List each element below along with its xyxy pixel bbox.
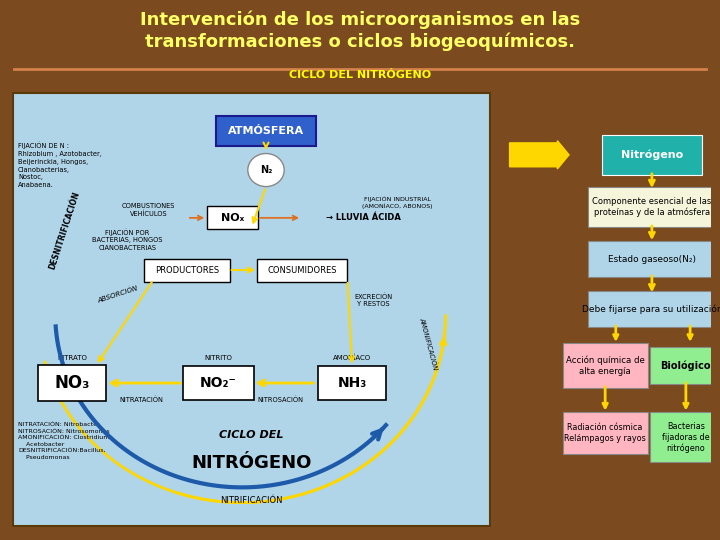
- Text: → LLUVIA ÁCIDA: → LLUVIA ÁCIDA: [326, 213, 401, 222]
- FancyBboxPatch shape: [563, 413, 648, 454]
- Text: FIJACIÓN POR
BACTERIAS, HONGOS
CIANOBACTERIAS: FIJACIÓN POR BACTERIAS, HONGOS CIANOBACT…: [92, 228, 163, 251]
- Text: Acción química de
alta energía: Acción química de alta energía: [566, 356, 644, 376]
- Text: CICLO DEL: CICLO DEL: [220, 430, 284, 440]
- Text: Intervención de los microorganismos en las
transformaciones o ciclos biogeoquími: Intervención de los microorganismos en l…: [140, 10, 580, 51]
- FancyBboxPatch shape: [38, 365, 107, 401]
- FancyBboxPatch shape: [145, 259, 230, 281]
- FancyBboxPatch shape: [588, 241, 716, 277]
- Text: NO₃: NO₃: [55, 374, 90, 392]
- Text: COMBUSTIONES
VEHÍCULOS: COMBUSTIONES VEHÍCULOS: [122, 203, 176, 217]
- Text: EXCRECIÓN
Y RESTOS: EXCRECIÓN Y RESTOS: [355, 294, 393, 307]
- FancyBboxPatch shape: [588, 187, 716, 227]
- Text: Estado gaseoso(N₂): Estado gaseoso(N₂): [608, 255, 696, 264]
- FancyBboxPatch shape: [207, 206, 258, 230]
- FancyBboxPatch shape: [216, 116, 316, 146]
- Text: NITRATACIÓN: NITRATACIÓN: [120, 396, 163, 403]
- Text: NH₃: NH₃: [338, 376, 366, 390]
- Text: NITRATO: NITRATO: [57, 355, 87, 361]
- Text: Radiación cósmica
Relámpagos y rayos: Radiación cósmica Relámpagos y rayos: [564, 423, 646, 443]
- Text: PRODUCTORES: PRODUCTORES: [155, 266, 219, 274]
- FancyArrow shape: [510, 141, 569, 169]
- Text: Nitrógeno: Nitrógeno: [621, 150, 683, 160]
- Text: NO₂⁻: NO₂⁻: [199, 376, 237, 390]
- Text: NITRÓGENO: NITRÓGENO: [192, 455, 312, 472]
- Text: NOₓ: NOₓ: [221, 213, 244, 223]
- Circle shape: [248, 153, 284, 186]
- Text: Debe fijarse para su utilización: Debe fijarse para su utilización: [582, 305, 720, 314]
- Text: NITRATACIÓN: Nitrobacter
NITROSACIÓN: Nitrosomonas
AMONIFICACIÓN: Clostridium,
 : NITRATACIÓN: Nitrobacter NITROSACIÓN: Ni…: [18, 422, 112, 460]
- Text: N₂: N₂: [260, 165, 272, 175]
- Text: AMONIFICACIÓN: AMONIFICACIÓN: [418, 317, 439, 371]
- FancyBboxPatch shape: [257, 259, 347, 281]
- FancyBboxPatch shape: [183, 366, 253, 401]
- FancyBboxPatch shape: [563, 343, 648, 388]
- Text: CONSUMIDORES: CONSUMIDORES: [267, 266, 337, 274]
- Text: NITROSACIÓN: NITROSACIÓN: [257, 396, 303, 403]
- Text: FIJACIÓN INDUSTRIAL
(AMONÍACO, ABONOS): FIJACIÓN INDUSTRIAL (AMONÍACO, ABONOS): [362, 196, 433, 209]
- Text: NITRITO: NITRITO: [204, 355, 232, 361]
- FancyBboxPatch shape: [602, 135, 702, 175]
- FancyBboxPatch shape: [649, 347, 720, 384]
- Text: Biológico: Biológico: [661, 360, 711, 371]
- Text: ATMÓSFERA: ATMÓSFERA: [228, 126, 304, 136]
- Text: AMONÍACO: AMONÍACO: [333, 355, 372, 361]
- Text: CICLO DEL NITRÓGENO: CICLO DEL NITRÓGENO: [289, 70, 431, 80]
- FancyBboxPatch shape: [13, 93, 490, 525]
- FancyBboxPatch shape: [588, 291, 716, 327]
- Text: Bacterias
fijadoras de
nitrógeno: Bacterias fijadoras de nitrógeno: [662, 422, 710, 453]
- Text: NITRIFICACIÓN: NITRIFICACIÓN: [220, 496, 283, 505]
- Text: DESNITRIFICACIÓN: DESNITRIFICACIÓN: [48, 191, 82, 271]
- Text: Componente esencial de las
proteínas y de la atmósfera: Componente esencial de las proteínas y d…: [593, 197, 711, 217]
- Text: ABSORCIÓN: ABSORCIÓN: [96, 285, 139, 303]
- FancyBboxPatch shape: [649, 413, 720, 462]
- FancyBboxPatch shape: [318, 366, 387, 401]
- Text: FIJACIÓN DE N :
Rhizobium , Azotobacter,
Beijerinckia, Hongos,
Clanobacterias,
N: FIJACIÓN DE N : Rhizobium , Azotobacter,…: [18, 142, 102, 188]
